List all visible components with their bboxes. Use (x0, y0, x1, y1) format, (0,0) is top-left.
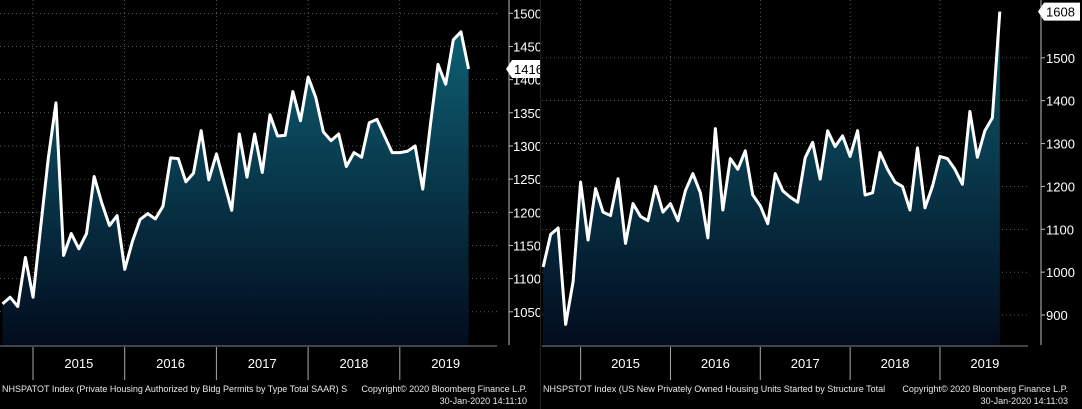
y-tick-label-1300: 1300 (513, 139, 542, 154)
x-tick-label-2018: 2018 (881, 356, 910, 371)
x-tick-label-2015: 2015 (64, 356, 93, 371)
footer-copyright: Copyright© 2020 Bloomberg Finance L.P. (361, 384, 527, 394)
x-tick-label-2016: 2016 (701, 356, 730, 371)
series-area (2, 31, 469, 345)
y-tick-label-1200: 1200 (1046, 179, 1075, 194)
y-tick-label-1500: 1500 (513, 6, 542, 21)
y-tick-label-1300: 1300 (1046, 137, 1075, 152)
y-tick-label-1250: 1250 (513, 172, 542, 187)
x-tick-label-2019: 2019 (431, 356, 460, 371)
last-value-badge (506, 60, 548, 78)
x-tick-label-2019: 2019 (970, 356, 999, 371)
chart-panel-starts: 900 1000 1100 1200 1300 1400 1500 1608 2015 2016 2… (541, 0, 1082, 409)
y-tick-label-1450: 1450 (513, 39, 542, 54)
starts-chart-svg: 900 1000 1100 1200 1300 1400 1500 1608 2015 2016 2… (541, 0, 1080, 380)
footer-description-row: NHSPSTOT Index (US New Privately Owned H… (541, 384, 1082, 394)
footer-copyright: Copyright© 2020 Bloomberg Finance L.P. (902, 384, 1068, 394)
chart-panel-permits: 1050 1100 1150 1200 1250 1300 1350 1400 1450 1500… (0, 0, 548, 406)
x-tick-label-2016: 2016 (156, 356, 185, 371)
x-tick-label-2017: 2017 (248, 356, 277, 371)
y-tick-label-1200: 1200 (513, 205, 542, 220)
series-line (541, 11, 1002, 326)
last-value-label: 1608 (1046, 5, 1075, 20)
y-tick-label-1150: 1150 (513, 238, 541, 253)
y-tick-label-1050: 1050 (513, 305, 542, 320)
y-tick-label-1400: 1400 (1046, 94, 1075, 109)
footer-timestamp: 30-Jan-2020 14:11:10 (439, 396, 527, 406)
y-tick-label-1100: 1100 (1046, 222, 1074, 237)
last-value-label: 1416 (514, 62, 543, 77)
series-area (543, 11, 1000, 345)
footer-description-row: NHSPATOT Index (Private Housing Authoriz… (0, 384, 541, 394)
y-tick-label-1350: 1350 (513, 106, 542, 121)
x-tick-label-2015: 2015 (611, 356, 640, 371)
y-tick-label-1000: 1000 (1046, 265, 1075, 280)
footer-timestamp: 30-Jan-2020 14:11:03 (980, 396, 1068, 406)
x-tick-label-2018: 2018 (339, 356, 368, 371)
x-tick-label-2017: 2017 (791, 356, 820, 371)
footer-description: NHSPATOT Index (Private Housing Authoriz… (2, 384, 348, 394)
last-value-badge (1038, 2, 1080, 21)
y-tick-label-900: 900 (1046, 308, 1068, 323)
permits-chart-svg: 1050110011501200125013001350140014501500… (0, 0, 548, 380)
y-tick-label-1100: 1100 (513, 272, 541, 287)
series-line (1, 30, 471, 309)
y-tick-label-1500: 1500 (1046, 51, 1075, 66)
footer-description: NHSPSTOT Index (US New Privately Owned H… (543, 384, 886, 394)
